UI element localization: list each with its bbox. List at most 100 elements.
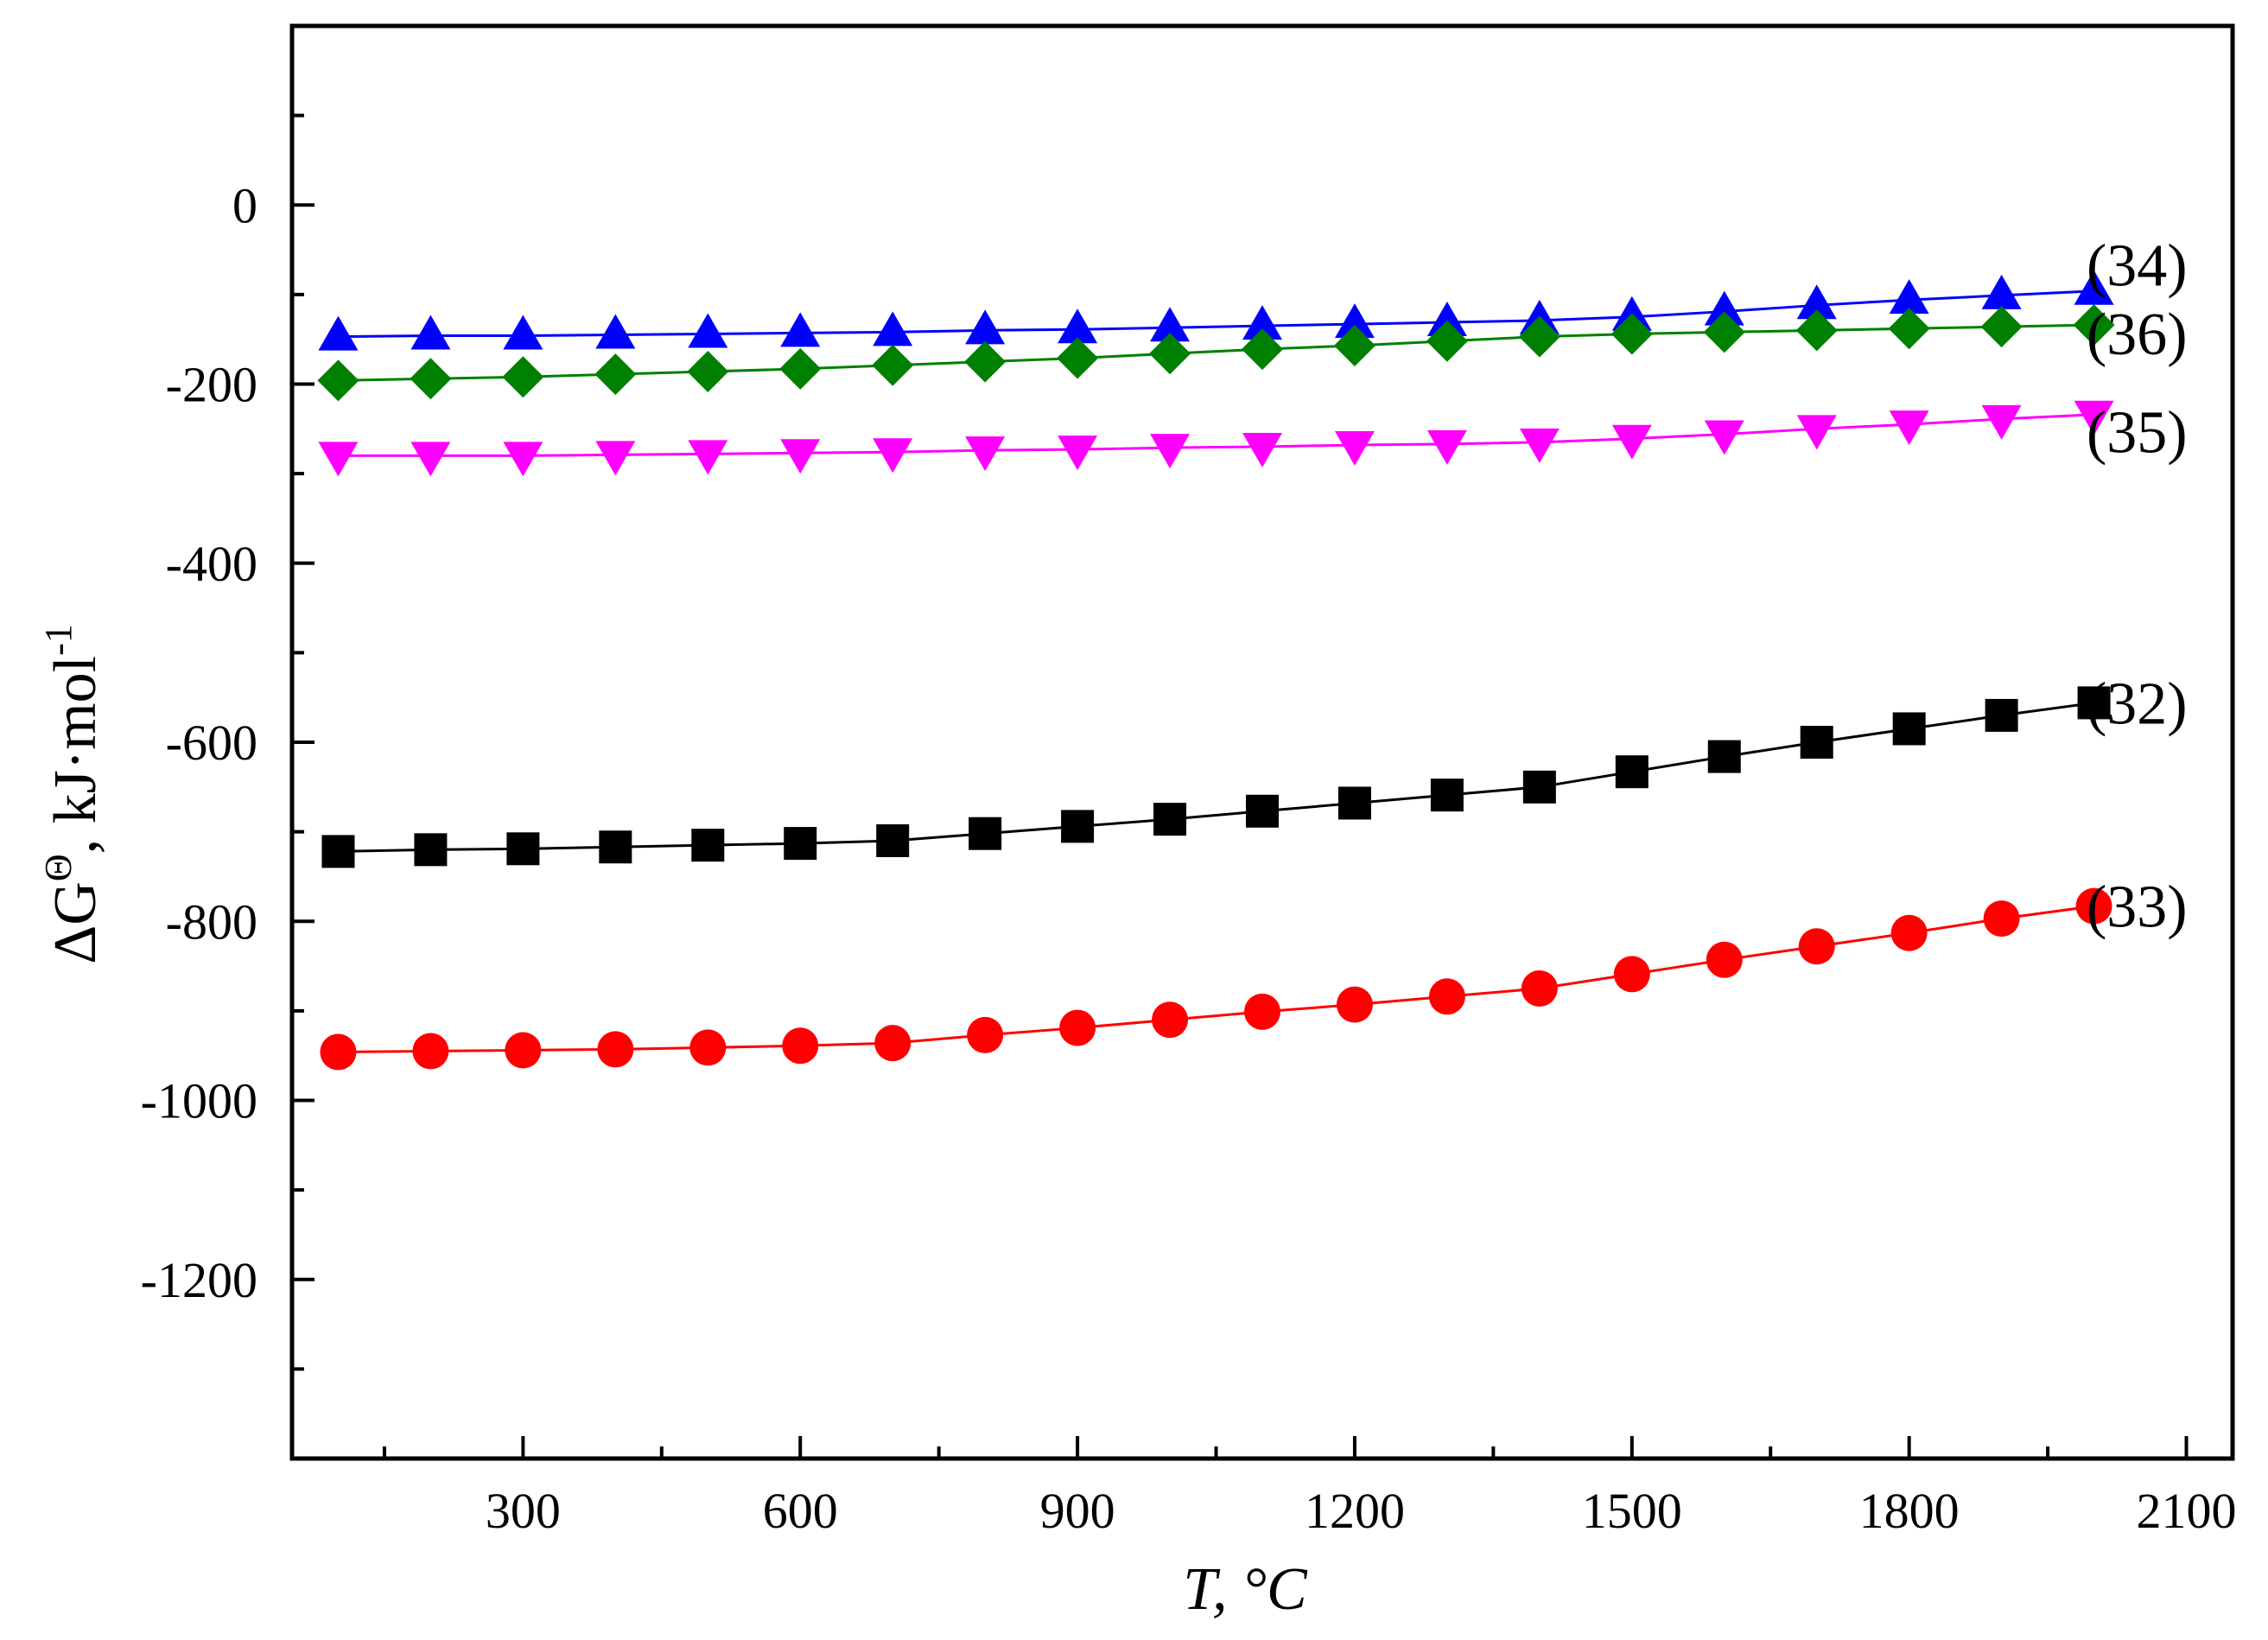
data-point bbox=[1613, 956, 1650, 993]
data-point bbox=[1242, 328, 1283, 371]
data-point bbox=[595, 441, 636, 476]
data-point bbox=[1057, 337, 1099, 379]
data-point bbox=[964, 340, 1007, 383]
series-line bbox=[338, 413, 2094, 457]
data-point bbox=[594, 353, 637, 396]
data-point bbox=[1796, 284, 1837, 320]
data-point bbox=[1889, 279, 1929, 315]
y-tick-label: -1200 bbox=[141, 1252, 257, 1308]
ticks: 300 600 900 1200 1500 1800 2100 0 -200 -400 -600 -8… bbox=[141, 113, 2237, 1539]
data-point bbox=[1522, 770, 1556, 804]
data-point bbox=[1610, 313, 1653, 355]
series-36 bbox=[317, 304, 2115, 402]
data-point bbox=[1521, 969, 1558, 1007]
data-point bbox=[505, 1032, 542, 1069]
data-point bbox=[1888, 308, 1930, 350]
series-32 bbox=[321, 686, 2111, 868]
data-point bbox=[1242, 305, 1282, 340]
y-tick-label: -600 bbox=[166, 715, 257, 771]
data-point bbox=[2077, 686, 2111, 720]
y-tick-label: 0 bbox=[232, 177, 257, 233]
x-tick-label: 1500 bbox=[1582, 1483, 1682, 1539]
data-point bbox=[321, 835, 355, 868]
data-point bbox=[1426, 301, 1467, 336]
plot-marks bbox=[317, 270, 2115, 1071]
data-point bbox=[1890, 914, 1928, 951]
data-point bbox=[1707, 740, 1741, 773]
data-point bbox=[320, 1033, 357, 1071]
data-point bbox=[1153, 803, 1187, 836]
data-point bbox=[506, 832, 540, 866]
data-point bbox=[414, 833, 448, 867]
data-point bbox=[1150, 307, 1191, 342]
data-point bbox=[1704, 420, 1744, 455]
data-point bbox=[1333, 324, 1375, 366]
data-point bbox=[503, 442, 543, 477]
series-line bbox=[338, 289, 2094, 339]
data-point bbox=[2073, 304, 2115, 346]
data-point bbox=[876, 823, 910, 857]
x-tick-label: 300 bbox=[486, 1483, 561, 1539]
data-point bbox=[1889, 410, 1929, 446]
data-point bbox=[1150, 434, 1191, 469]
data-point bbox=[874, 1025, 912, 1062]
series-label: (35) bbox=[2087, 400, 2188, 467]
data-point bbox=[965, 436, 1006, 472]
data-point bbox=[1985, 698, 2018, 732]
data-point bbox=[595, 314, 636, 349]
data-point bbox=[691, 829, 725, 862]
data-point bbox=[1426, 429, 1467, 465]
data-point bbox=[1430, 779, 1464, 812]
data-point bbox=[1152, 1001, 1189, 1039]
series-label: (33) bbox=[2087, 874, 2188, 941]
data-point bbox=[412, 1033, 449, 1070]
x-tick-label: 1800 bbox=[1859, 1483, 1960, 1539]
data-point bbox=[1795, 309, 1838, 352]
data-point bbox=[318, 315, 359, 351]
data-point bbox=[1336, 986, 1373, 1023]
data-point bbox=[1337, 786, 1371, 820]
data-point bbox=[784, 827, 817, 861]
data-point bbox=[780, 439, 821, 474]
data-point bbox=[873, 438, 913, 474]
data-point bbox=[1242, 433, 1282, 468]
series-label: (34) bbox=[2087, 233, 2188, 300]
data-point bbox=[1981, 274, 2022, 309]
data-point bbox=[2075, 887, 2112, 925]
data-point bbox=[1246, 794, 1279, 828]
data-point bbox=[1334, 303, 1375, 339]
y-tick-label: -800 bbox=[166, 893, 257, 950]
data-point bbox=[1611, 424, 1652, 460]
data-point bbox=[1796, 415, 1837, 450]
data-point bbox=[687, 350, 729, 392]
data-point bbox=[779, 347, 822, 390]
data-point bbox=[965, 309, 1006, 345]
data-point bbox=[969, 817, 1002, 850]
series-33 bbox=[320, 887, 2112, 1071]
data-point bbox=[1518, 315, 1560, 358]
x-axis-title: T, °C bbox=[1183, 1556, 1308, 1623]
data-point bbox=[872, 344, 914, 386]
data-point bbox=[599, 830, 632, 864]
data-point bbox=[1061, 810, 1095, 843]
series-35 bbox=[318, 400, 2114, 477]
data-point bbox=[410, 315, 451, 350]
data-point bbox=[873, 311, 913, 346]
y-tick-label: -400 bbox=[166, 536, 257, 592]
data-point bbox=[1428, 978, 1465, 1015]
data-point bbox=[1980, 306, 2023, 348]
data-point bbox=[318, 442, 359, 477]
data-point bbox=[2074, 400, 2114, 435]
data-point bbox=[502, 356, 544, 398]
data-point bbox=[1058, 435, 1098, 471]
x-tick-label: 600 bbox=[763, 1483, 838, 1539]
data-point bbox=[503, 315, 543, 350]
data-point bbox=[780, 312, 821, 347]
data-point bbox=[1426, 320, 1468, 362]
data-point bbox=[2074, 270, 2114, 305]
data-point bbox=[1149, 333, 1191, 375]
data-point bbox=[410, 358, 452, 400]
data-point bbox=[1983, 900, 2020, 938]
